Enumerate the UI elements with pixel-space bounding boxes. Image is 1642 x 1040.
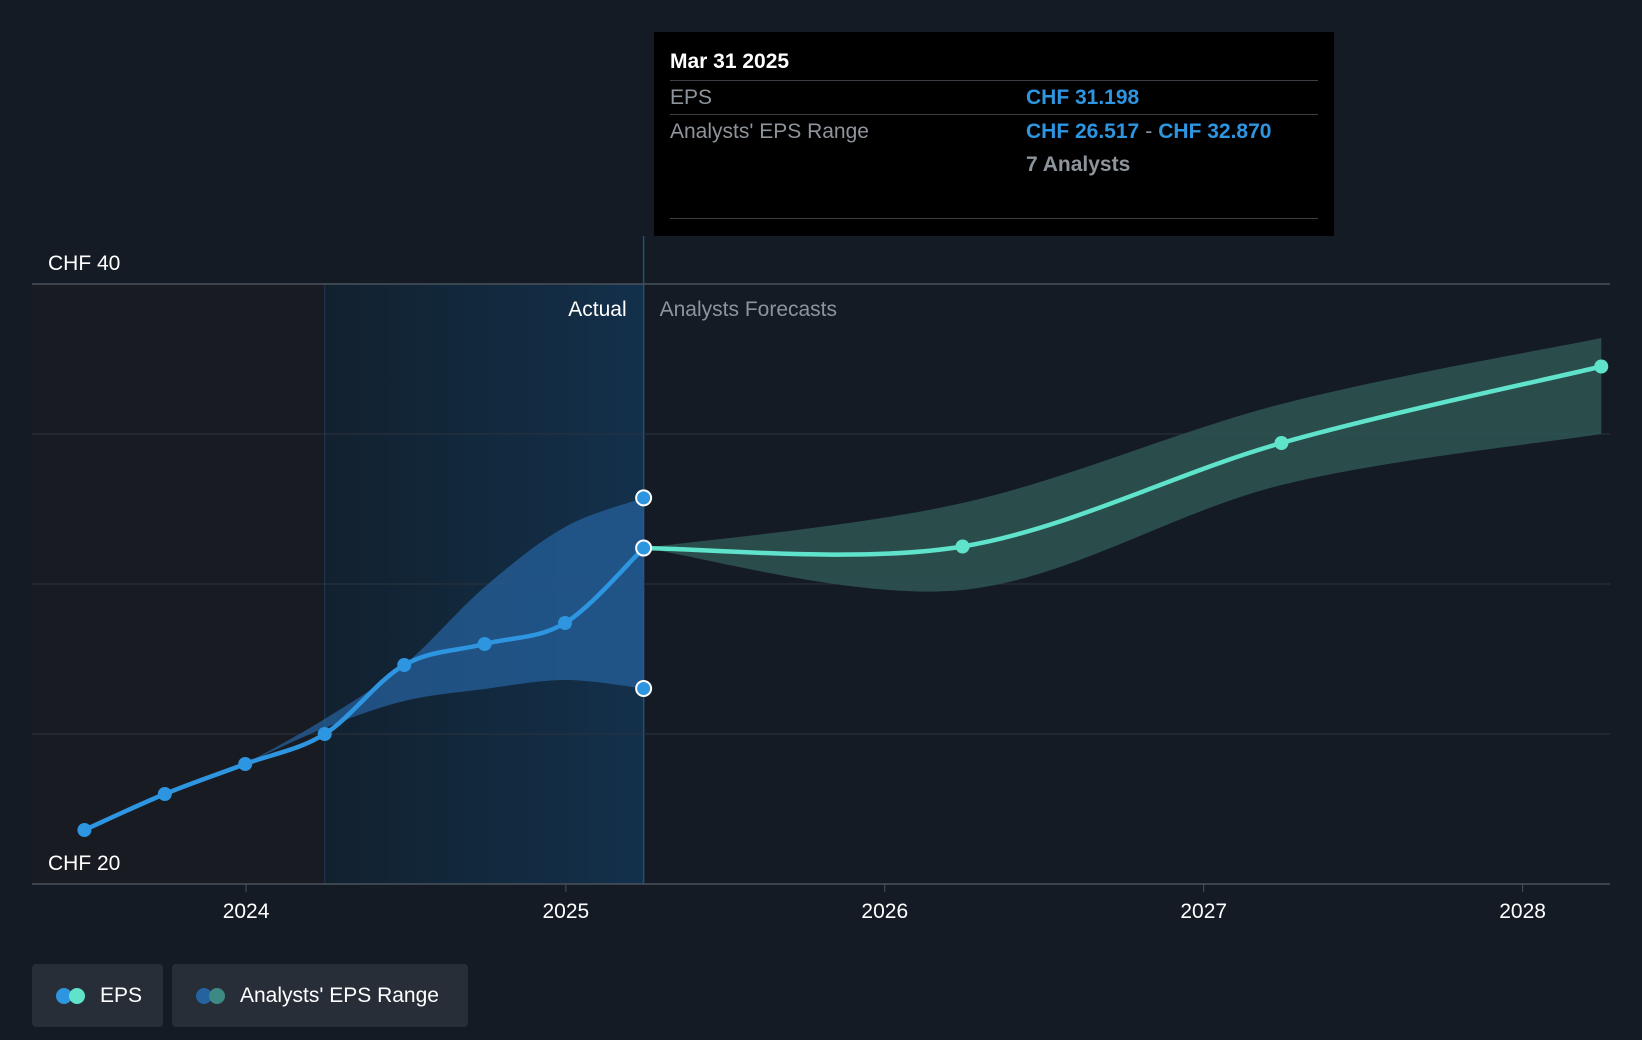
legend-eps-swatch-icon bbox=[56, 987, 86, 1004]
tooltip-analysts-row: 7 Analysts bbox=[670, 148, 1318, 181]
tooltip-range-high: CHF 32.870 bbox=[1158, 120, 1272, 143]
eps-point-forecast[interactable] bbox=[1274, 436, 1289, 450]
region-label-actual: Actual bbox=[568, 298, 626, 321]
eps-line-forecast bbox=[641, 364, 1604, 557]
legend-range-label: Analysts' EPS Range bbox=[240, 983, 439, 1007]
tooltip-range-separator: - bbox=[1145, 120, 1153, 143]
tooltip-range-row: Analysts' EPS Range CHF 26.517- CHF 32.87… bbox=[670, 115, 1318, 148]
region-label-forecast: Analysts Forecasts bbox=[660, 298, 837, 321]
legend-range-swatch-icon bbox=[196, 987, 226, 1004]
eps-point-actual[interactable] bbox=[157, 787, 172, 801]
marker-point-0[interactable] bbox=[635, 489, 653, 507]
eps-range-band-forecast bbox=[643, 338, 1602, 592]
x-tick-label: 2025 bbox=[543, 900, 590, 923]
eps-point-forecast[interactable] bbox=[955, 539, 970, 554]
legend-analysts-range[interactable]: Analysts' EPS Range bbox=[172, 964, 468, 1027]
eps-point-actual[interactable] bbox=[317, 727, 332, 741]
legend-eps[interactable]: EPS bbox=[32, 964, 163, 1027]
tooltip-eps-label: EPS bbox=[670, 86, 713, 109]
tooltip-eps-value: CHF 31.198 bbox=[1026, 86, 1140, 109]
x-tick-label: 2024 bbox=[223, 900, 270, 923]
tooltip: Mar 31 2025 EPS CHF 31.198 Analysts' EPS… bbox=[654, 32, 1334, 236]
eps-point-actual[interactable] bbox=[557, 616, 572, 630]
x-tick-label: 2026 bbox=[861, 900, 908, 923]
eps-point-forecast[interactable] bbox=[1594, 359, 1609, 374]
x-tick-label: 2028 bbox=[1499, 900, 1546, 923]
eps-point-actual[interactable] bbox=[238, 757, 253, 771]
eps-point-actual[interactable] bbox=[77, 823, 92, 837]
tooltip-analysts-count: 7 Analysts bbox=[1026, 153, 1131, 176]
y-tick-label: CHF 20 bbox=[48, 852, 120, 875]
marker-point-2[interactable] bbox=[635, 679, 653, 697]
tooltip-divider bbox=[670, 218, 1318, 219]
eps-point-actual[interactable] bbox=[477, 637, 492, 651]
tooltip-range-label: Analysts' EPS Range bbox=[670, 120, 869, 143]
x-tick-label: 2027 bbox=[1180, 900, 1227, 923]
legend-eps-label: EPS bbox=[100, 983, 143, 1007]
eps-range-band-actual bbox=[245, 497, 644, 764]
eps-point-actual[interactable] bbox=[397, 658, 412, 672]
marker-point-1[interactable] bbox=[635, 539, 653, 557]
y-tick-label: CHF 40 bbox=[48, 252, 120, 275]
tooltip-range-low: CHF 26.517 bbox=[1026, 120, 1140, 143]
tooltip-eps-row: EPS CHF 31.198 bbox=[670, 81, 1318, 115]
tooltip-date: Mar 31 2025 bbox=[670, 46, 1318, 81]
